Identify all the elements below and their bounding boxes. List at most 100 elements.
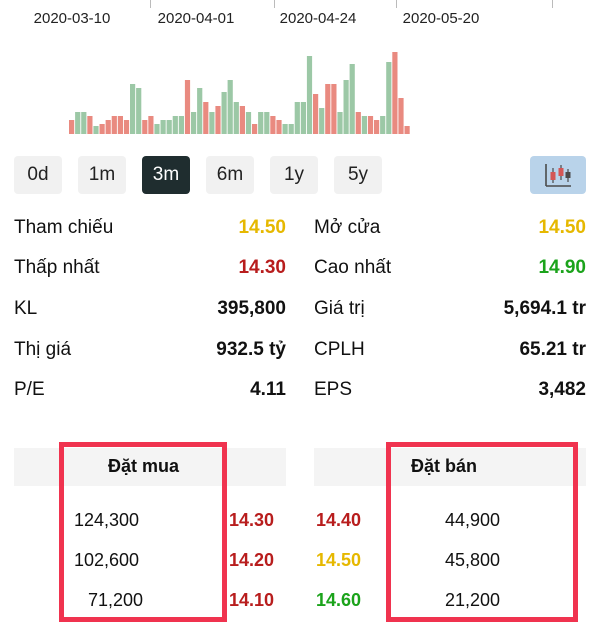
ask-title: Đặt bán bbox=[411, 456, 478, 476]
order-book-row: 102,600 14.20 14.50 45,800 bbox=[0, 540, 600, 580]
stat-row: Thấp nhất 14.30 Cao nhất 14.90 bbox=[0, 248, 600, 288]
stat-high: Cao nhất 14.90 bbox=[314, 248, 586, 288]
stat-label: Tham chiếu bbox=[14, 217, 114, 238]
ask-price: 14.40 bbox=[316, 510, 362, 530]
stat-shares: CPLH 65.21 tr bbox=[314, 330, 586, 370]
axis-tick bbox=[274, 0, 275, 8]
axis-tick bbox=[396, 0, 397, 8]
stat-value: 14.50 bbox=[238, 217, 286, 238]
stat-value: 14.50 bbox=[538, 217, 586, 238]
volume-bar bbox=[221, 92, 227, 134]
volume-bar bbox=[245, 112, 252, 134]
bid-price: 14.30 bbox=[229, 510, 275, 530]
volume-bar bbox=[160, 120, 166, 134]
range-0d-button[interactable]: 0d bbox=[14, 156, 62, 194]
volume-bar bbox=[130, 84, 136, 134]
chart-date-axis: 2020-03-10 2020-04-01 2020-04-24 2020-05… bbox=[0, 0, 600, 32]
volume-bar bbox=[172, 116, 178, 134]
volume-bar bbox=[197, 88, 203, 134]
stat-label: KL bbox=[14, 298, 38, 319]
date-label: 2020-04-24 bbox=[279, 10, 357, 27]
volume-bar bbox=[270, 116, 276, 134]
volume-bar bbox=[123, 120, 130, 134]
stat-low: Thấp nhất 14.30 bbox=[14, 248, 286, 288]
volume-bar bbox=[300, 102, 306, 134]
stat-row: Thị giá 932.5 tỷ CPLH 65.21 tr bbox=[0, 330, 600, 370]
volume-bar bbox=[215, 106, 221, 134]
stat-value: 65.21 tr bbox=[519, 339, 586, 360]
volume-bar bbox=[398, 98, 404, 134]
stat-volume: KL 395,800 bbox=[14, 289, 286, 329]
stat-value: 14.30 bbox=[238, 257, 286, 278]
volume-bar bbox=[233, 102, 239, 134]
volume-bar bbox=[264, 112, 270, 134]
volume-chart[interactable] bbox=[0, 28, 600, 138]
chart-type-toggle-button[interactable] bbox=[530, 156, 586, 194]
stat-label: EPS bbox=[314, 379, 353, 400]
stat-value: 932.5 tỷ bbox=[216, 339, 286, 360]
date-label: 2020-04-01 bbox=[157, 10, 235, 27]
volume-bar bbox=[337, 112, 343, 134]
volume-bar bbox=[142, 120, 148, 134]
volume-bar bbox=[184, 80, 191, 134]
volume-bar bbox=[319, 108, 325, 134]
stat-row: P/E 4.11 EPS 3,482 bbox=[0, 370, 600, 410]
volume-bar bbox=[209, 112, 215, 134]
volume-bar bbox=[117, 116, 123, 134]
volume-bar bbox=[252, 124, 258, 134]
volume-bar bbox=[386, 62, 392, 134]
volume-bar bbox=[380, 116, 386, 134]
stat-label: Mở cửa bbox=[314, 217, 381, 238]
range-3m-button[interactable]: 3m bbox=[142, 156, 190, 194]
date-label: 2020-03-10 bbox=[33, 10, 111, 27]
volume-bar bbox=[239, 106, 245, 134]
stat-value: 395,800 bbox=[217, 298, 286, 319]
volume-bar bbox=[282, 124, 288, 134]
volume-bar bbox=[148, 116, 154, 134]
ask-volume: 44,900 bbox=[445, 510, 501, 530]
volume-bar bbox=[203, 102, 209, 134]
time-range-selector: 0d 1m 3m 6m 1y 5y bbox=[14, 156, 586, 194]
volume-bar bbox=[374, 120, 380, 134]
stat-label: Giá trị bbox=[314, 298, 365, 319]
volume-bar bbox=[178, 116, 184, 134]
bid-title: Đặt mua bbox=[108, 456, 180, 476]
axis-tick bbox=[552, 0, 553, 8]
stat-label: Cao nhất bbox=[314, 257, 392, 278]
volume-bar bbox=[349, 64, 355, 134]
volume-bar bbox=[191, 112, 197, 134]
stat-label: P/E bbox=[14, 379, 45, 400]
volume-bar bbox=[361, 116, 367, 134]
volume-bar bbox=[343, 80, 349, 134]
range-1y-button[interactable]: 1y bbox=[270, 156, 318, 194]
stat-open: Mở cửa 14.50 bbox=[314, 208, 586, 248]
ask-volume: 45,800 bbox=[445, 550, 501, 570]
range-6m-button[interactable]: 6m bbox=[206, 156, 254, 194]
volume-bar bbox=[81, 112, 87, 134]
stat-pe: P/E 4.11 bbox=[14, 370, 286, 410]
volume-bar bbox=[87, 116, 93, 134]
range-1m-button[interactable]: 1m bbox=[78, 156, 126, 194]
range-5y-button[interactable]: 5y bbox=[334, 156, 382, 194]
axis-tick bbox=[150, 0, 151, 8]
volume-bar bbox=[111, 116, 117, 134]
volume-bar bbox=[258, 112, 264, 134]
stat-row: Tham chiếu 14.50 Mở cửa 14.50 bbox=[0, 208, 600, 248]
ask-price: 14.50 bbox=[316, 550, 362, 570]
stat-label: Thị giá bbox=[14, 339, 72, 360]
volume-bar bbox=[276, 120, 282, 134]
volume-bar bbox=[105, 120, 111, 134]
volume-bar bbox=[306, 56, 313, 134]
stat-eps: EPS 3,482 bbox=[314, 370, 586, 410]
volume-bar bbox=[288, 124, 294, 134]
volume-bar bbox=[166, 120, 172, 134]
bid-volume: 124,300 bbox=[74, 510, 140, 530]
volume-bar bbox=[227, 80, 233, 134]
stat-turnover: Giá trị 5,694.1 tr bbox=[314, 289, 586, 329]
volume-bar bbox=[69, 120, 75, 134]
stat-label: CPLH bbox=[314, 339, 365, 360]
volume-bar bbox=[404, 126, 410, 134]
stat-market-cap: Thị giá 932.5 tỷ bbox=[14, 330, 286, 370]
ask-header bbox=[314, 448, 586, 486]
ask-highlight-box bbox=[386, 442, 578, 622]
